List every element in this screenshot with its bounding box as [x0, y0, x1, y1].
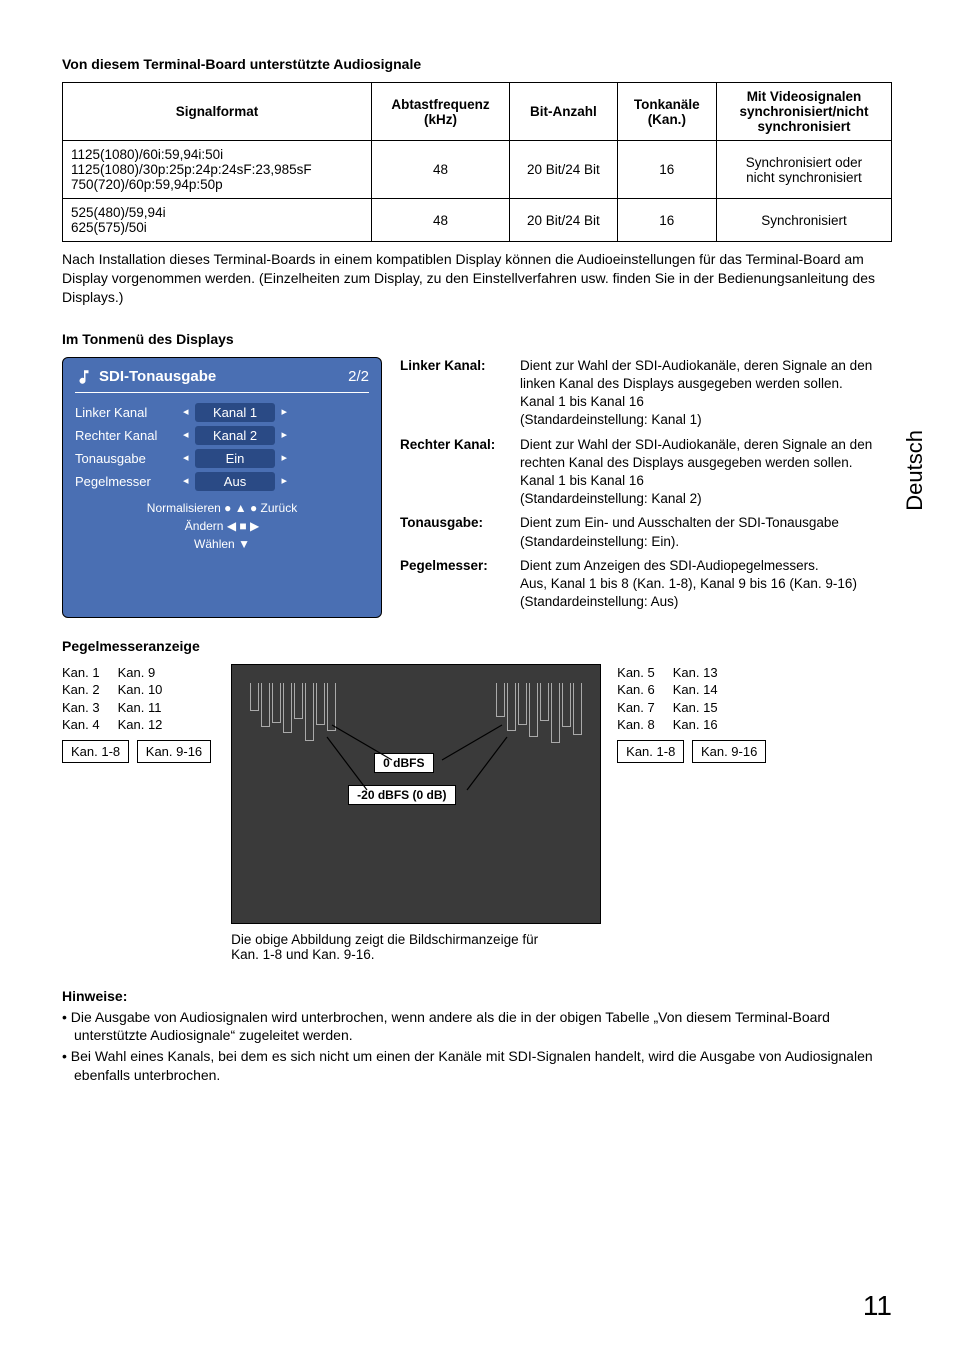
- td: 525(480)/59,94i 625(575)/50i: [63, 199, 372, 242]
- kan-label: Kan. 9: [118, 664, 163, 682]
- kan-label: Kan. 10: [118, 681, 163, 699]
- kan-label: Kan. 5: [617, 664, 655, 682]
- kan-range-button: Kan. 9-16: [137, 740, 211, 764]
- osd-footer-normal: Normalisieren: [147, 501, 221, 515]
- td: 20 Bit/24 Bit: [510, 199, 618, 242]
- kan-label: Kan. 7: [617, 699, 655, 717]
- label-0dbfs: 0 dBFS: [374, 753, 433, 773]
- levelmeter-screen: 0 dBFS -20 dBFS (0 dB): [231, 664, 601, 924]
- note-item: • Die Ausgabe von Audiosignalen wird unt…: [62, 1008, 892, 1046]
- kan-label: Kan. 14: [673, 681, 718, 699]
- table-row: 1125(1080)/60i:59,94i:50i 1125(1080)/30p…: [63, 141, 892, 199]
- osd-menu: SDI-Tonausgabe 2/2 Linker Kanal Kanal 1 …: [62, 357, 382, 618]
- th-0: Signalformat: [63, 83, 372, 141]
- osd-row[interactable]: Pegelmesser Aus: [75, 472, 369, 491]
- levelmeter-screen-wrapper: 0 dBFS -20 dBFS (0 dB) Die obige Abbildu…: [231, 664, 601, 962]
- def-val: Dient zum Anzeigen des SDI-Audiopegelmes…: [520, 557, 892, 612]
- channel-list-left: Kan. 1 Kan. 2 Kan. 3 Kan. 4 Kan. 9 Kan. …: [62, 664, 215, 764]
- levelmeter-bars-left: [250, 683, 336, 741]
- osd-value[interactable]: Aus: [195, 472, 275, 491]
- kan-range-button: Kan. 1-8: [62, 740, 129, 764]
- def-key: Tonausgabe:: [400, 514, 520, 550]
- kan-label: Kan. 15: [673, 699, 718, 717]
- osd-label: Rechter Kanal: [75, 428, 195, 443]
- audio-signal-table: Signalformat Abtastfrequenz (kHz) Bit-An…: [62, 82, 892, 242]
- def-val: Dient zum Ein- und Ausschalten der SDI-T…: [520, 514, 892, 550]
- th-1: Abtastfrequenz (kHz): [371, 83, 509, 141]
- definitions: Linker Kanal:Dient zur Wahl der SDI-Audi…: [400, 357, 892, 618]
- note-text: Die Ausgabe von Audiosignalen wird unter…: [71, 1009, 830, 1044]
- notes-heading: Hinweise:: [62, 988, 892, 1004]
- td: Synchronisiert oder nicht synchronisiert: [716, 141, 891, 199]
- osd-footer-back: Zurück: [261, 501, 298, 515]
- osd-row[interactable]: Rechter Kanal Kanal 2: [75, 426, 369, 445]
- osd-row[interactable]: Linker Kanal Kanal 1: [75, 403, 369, 422]
- kan-range-button: Kan. 1-8: [617, 740, 684, 764]
- osd-value[interactable]: Ein: [195, 449, 275, 468]
- osd-footer-select: Wählen: [194, 537, 235, 551]
- def-val: Dient zur Wahl der SDI-Audiokanäle, dere…: [520, 357, 892, 430]
- table-row: 525(480)/59,94i 625(575)/50i 48 20 Bit/2…: [63, 199, 892, 242]
- th-2: Bit-Anzahl: [510, 83, 618, 141]
- td: 16: [617, 199, 716, 242]
- def-key: Pegelmesser:: [400, 557, 520, 612]
- osd-value[interactable]: Kanal 1: [195, 403, 275, 422]
- channel-list-right: Kan. 5 Kan. 6 Kan. 7 Kan. 8 Kan. 13 Kan.…: [617, 664, 770, 764]
- td: 1125(1080)/60i:59,94i:50i 1125(1080)/30p…: [63, 141, 372, 199]
- td: 48: [371, 199, 509, 242]
- music-note-icon: [75, 368, 93, 386]
- section2-heading: Im Tonmenü des Displays: [62, 331, 892, 347]
- note-item: • Bei Wahl eines Kanals, bei dem es sich…: [62, 1047, 892, 1085]
- page-number: 11: [863, 1290, 892, 1322]
- side-language-label: Deutsch: [902, 430, 928, 511]
- paragraph-1: Nach Installation dieses Terminal-Boards…: [62, 250, 892, 307]
- osd-footer: Normalisieren ● ▲ ● Zurück Ändern ◀ ■ ▶ …: [75, 499, 369, 553]
- kan-label: Kan. 4: [62, 716, 100, 734]
- td: 20 Bit/24 Bit: [510, 141, 618, 199]
- kan-label: Kan. 1: [62, 664, 100, 682]
- label-minus20dbfs: -20 dBFS (0 dB): [348, 785, 455, 805]
- osd-value[interactable]: Kanal 2: [195, 426, 275, 445]
- section1-heading: Von diesem Terminal-Board unterstützte A…: [62, 56, 892, 72]
- def-key: Linker Kanal:: [400, 357, 520, 430]
- td: Synchronisiert: [716, 199, 891, 242]
- td: 16: [617, 141, 716, 199]
- kan-label: Kan. 12: [118, 716, 163, 734]
- td: 48: [371, 141, 509, 199]
- section3-heading: Pegelmesseranzeige: [62, 638, 892, 654]
- def-val: Dient zur Wahl der SDI-Audiokanäle, dere…: [520, 436, 892, 509]
- kan-label: Kan. 16: [673, 716, 718, 734]
- kan-label: Kan. 6: [617, 681, 655, 699]
- osd-title-text: SDI-Tonausgabe: [99, 368, 216, 385]
- def-key: Rechter Kanal:: [400, 436, 520, 509]
- notes-section: Hinweise: • Die Ausgabe von Audiosignale…: [62, 988, 892, 1086]
- osd-row[interactable]: Tonausgabe Ein: [75, 449, 369, 468]
- kan-range-button: Kan. 9-16: [692, 740, 766, 764]
- kan-label: Kan. 13: [673, 664, 718, 682]
- kan-label: Kan. 2: [62, 681, 100, 699]
- osd-label: Pegelmesser: [75, 474, 195, 489]
- osd-label: Tonausgabe: [75, 451, 195, 466]
- th-3: Tonkanäle (Kan.): [617, 83, 716, 141]
- kan-label: Kan. 3: [62, 699, 100, 717]
- levelmeter-caption: Die obige Abbildung zeigt die Bildschirm…: [231, 932, 601, 962]
- osd-page: 2/2: [348, 368, 369, 385]
- osd-label: Linker Kanal: [75, 405, 195, 420]
- osd-footer-change: Ändern: [185, 519, 224, 533]
- th-4: Mit Videosignalen synchronisiert/nicht s…: [716, 83, 891, 141]
- note-text: Bei Wahl eines Kanals, bei dem es sich n…: [71, 1048, 873, 1083]
- kan-label: Kan. 11: [118, 699, 163, 717]
- levelmeter-bars-right: [496, 683, 582, 743]
- kan-label: Kan. 8: [617, 716, 655, 734]
